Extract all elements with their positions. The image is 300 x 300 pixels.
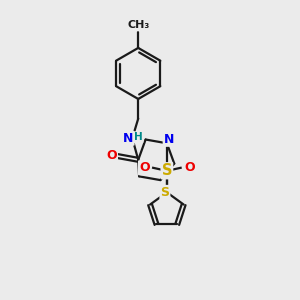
Text: S: S: [162, 163, 172, 178]
Text: S: S: [160, 186, 169, 199]
Text: O: O: [184, 161, 195, 174]
Text: CH₃: CH₃: [127, 20, 149, 30]
Text: O: O: [139, 161, 150, 174]
Text: N: N: [123, 132, 134, 145]
Text: O: O: [106, 149, 117, 162]
Text: H: H: [134, 132, 142, 142]
Text: N: N: [164, 133, 174, 146]
